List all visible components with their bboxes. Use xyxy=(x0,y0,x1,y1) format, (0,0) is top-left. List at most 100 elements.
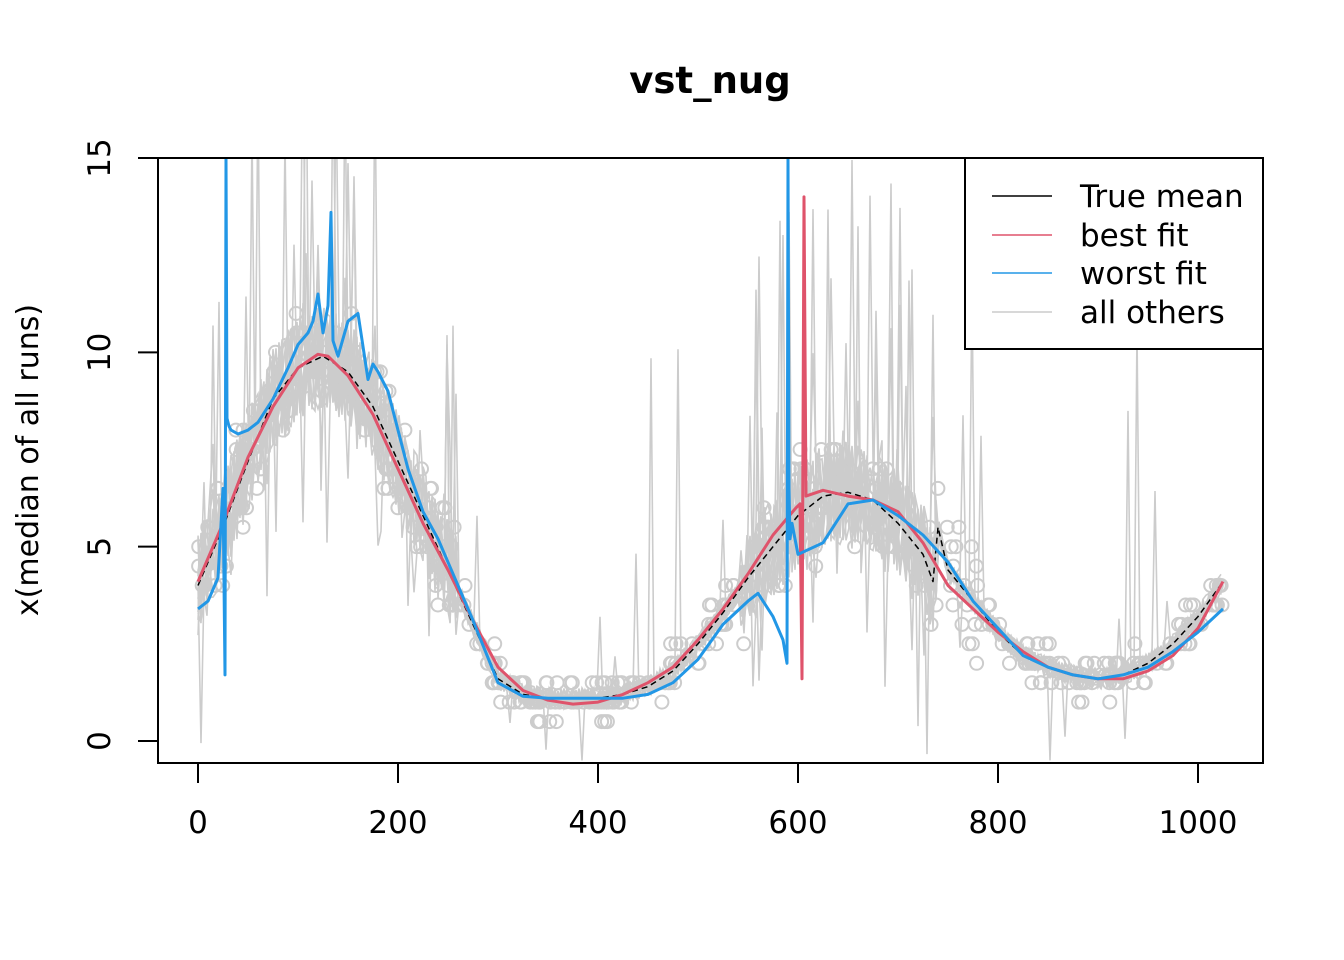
y-axis: 0 5 10 15 xyxy=(82,138,159,751)
y-tick-label: 15 xyxy=(82,138,118,177)
others-point xyxy=(234,442,249,457)
others-point xyxy=(253,461,269,477)
y-axis-label: x(median of all runs) xyxy=(11,304,46,616)
others-point xyxy=(594,675,610,691)
others-point xyxy=(855,480,871,496)
others-point xyxy=(286,383,302,399)
others-point xyxy=(885,539,901,555)
legend-box xyxy=(964,157,1264,350)
others-point xyxy=(280,403,296,419)
others-point xyxy=(1079,655,1095,671)
others-point xyxy=(380,480,396,496)
others-point xyxy=(266,364,282,380)
others-point xyxy=(1084,675,1100,691)
others-point xyxy=(968,558,984,574)
others-point xyxy=(1211,578,1227,593)
others-point xyxy=(610,675,626,691)
legend-label-all-others: all others xyxy=(1080,295,1225,331)
others-point xyxy=(928,597,944,613)
others-point xyxy=(980,597,996,613)
others-point xyxy=(807,480,823,496)
others-point xyxy=(306,364,322,380)
others-point xyxy=(808,558,824,574)
others-point xyxy=(605,694,621,710)
series-layer xyxy=(196,158,1225,706)
others-point xyxy=(701,636,717,652)
others-point xyxy=(245,442,260,457)
others-point xyxy=(826,480,842,496)
others-point xyxy=(532,714,548,730)
others-point xyxy=(409,539,425,555)
others-point xyxy=(1111,655,1127,671)
others-point xyxy=(289,325,304,341)
others-point xyxy=(866,519,882,535)
y-tick-label: 5 xyxy=(82,537,118,557)
others-point xyxy=(298,364,314,380)
others-point xyxy=(249,480,265,496)
others-point xyxy=(1086,655,1102,671)
others-point xyxy=(589,675,605,691)
y-tick-label: 0 xyxy=(82,731,118,751)
others-point xyxy=(344,344,360,360)
others-point xyxy=(424,480,439,496)
others-point xyxy=(917,578,933,593)
x-tick-label: 600 xyxy=(768,805,827,841)
others-point xyxy=(889,480,905,496)
others-point xyxy=(446,519,462,535)
others-point xyxy=(487,636,503,652)
others-point xyxy=(413,539,429,555)
others-point xyxy=(1024,675,1040,691)
others-point xyxy=(549,675,565,691)
others-point xyxy=(1041,636,1057,652)
legend: True mean best fit worst fit all others xyxy=(964,157,1264,350)
others-point xyxy=(443,539,459,555)
others-point xyxy=(564,675,580,691)
others-point xyxy=(663,636,679,652)
others-point xyxy=(673,636,689,652)
others-point xyxy=(718,578,734,593)
others-point xyxy=(654,694,670,710)
x-tick-label: 800 xyxy=(968,805,1027,841)
others-point xyxy=(337,383,353,399)
others-point xyxy=(777,578,793,593)
others-point xyxy=(954,616,970,632)
others-point xyxy=(668,636,684,652)
others-point xyxy=(380,461,395,477)
others-point xyxy=(1173,616,1189,632)
others-point xyxy=(823,442,839,457)
others-point xyxy=(1177,636,1193,652)
others-point xyxy=(959,597,975,613)
all-others-layer xyxy=(191,158,1230,761)
others-point xyxy=(548,714,564,730)
others-point xyxy=(1019,636,1035,652)
y-tick-label: 10 xyxy=(82,333,118,372)
others-point xyxy=(1203,578,1219,593)
others-point xyxy=(314,364,330,380)
others-point xyxy=(756,500,772,516)
others-point xyxy=(314,383,330,399)
others-point xyxy=(213,558,229,574)
others-point xyxy=(1186,597,1202,613)
others-point xyxy=(390,500,406,516)
legend-label-true-mean: True mean xyxy=(1079,179,1244,215)
others-point xyxy=(865,461,881,477)
others-point xyxy=(333,383,349,399)
others-point xyxy=(490,675,506,691)
true-mean-line xyxy=(197,355,1224,699)
chart-title: vst_nug xyxy=(629,59,791,102)
others-point xyxy=(391,480,406,496)
others-point xyxy=(718,616,734,632)
others-point xyxy=(948,539,964,555)
legend-label-best-fit: best fit xyxy=(1080,218,1189,254)
worst-fit-line xyxy=(197,158,1225,700)
others-point xyxy=(493,694,509,710)
others-point xyxy=(1136,675,1152,691)
best-fit-line xyxy=(196,195,1225,706)
others-point xyxy=(1178,597,1194,613)
others-point xyxy=(945,597,961,613)
others-point xyxy=(1102,694,1118,710)
others-point xyxy=(667,675,683,691)
x-tick-label: 400 xyxy=(568,805,627,841)
others-point xyxy=(1044,675,1060,691)
